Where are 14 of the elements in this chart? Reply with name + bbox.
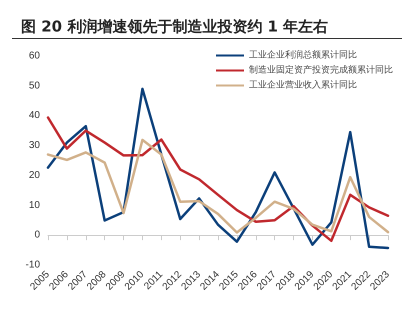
line-series <box>46 88 390 250</box>
legend-label: 工业企业营业收入累计同比 <box>249 80 357 90</box>
legend-label: 制造业固定资产投资完成额累计同比 <box>249 64 393 76</box>
legend-label: 工业企业利润总额累计同比 <box>249 50 357 60</box>
chart-title: 图 20 利润增速领先于制造业投资约 1 年左右 <box>21 18 328 36</box>
y-tick-label: 20 <box>28 170 40 181</box>
y-tick-label: 40 <box>28 110 40 122</box>
y-tick-label: 50 <box>28 80 40 92</box>
line-series <box>46 116 390 242</box>
y-tick-label: 30 <box>28 140 40 152</box>
y-tick-label: 10 <box>28 200 40 211</box>
y-tick-label: 0 <box>34 230 40 241</box>
y-tick-label: -10 <box>26 260 40 270</box>
y-tick-label: 60 <box>28 50 40 62</box>
